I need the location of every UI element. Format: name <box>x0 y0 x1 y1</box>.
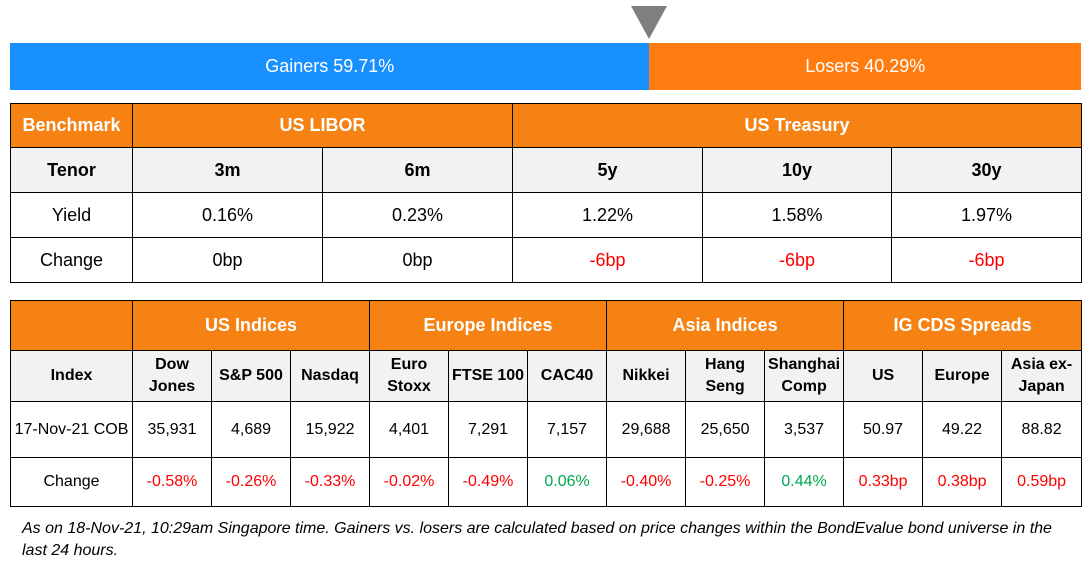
index-name-cell: Hang Seng <box>685 350 766 402</box>
gainers-segment: Gainers 59.71% <box>10 43 650 90</box>
index-change-cell: -0.26% <box>211 457 291 507</box>
index-change-cell: -0.25% <box>685 457 766 507</box>
index-name-line: S&P 500 <box>219 367 283 384</box>
yield-cell: 1.22% <box>512 192 704 238</box>
rate-change-cell: 0bp <box>132 237 323 283</box>
index-change-cell: 0.33bp <box>843 457 924 507</box>
index-name-line: CAC40 <box>540 367 594 384</box>
index-change-cell: 0.38bp <box>922 457 1003 507</box>
index-name-line: Euro <box>390 356 428 373</box>
index-name-line: Japan <box>1018 378 1065 395</box>
index-name-cell: Europe <box>922 350 1003 402</box>
index-name-line: Hang <box>705 356 746 373</box>
index-name-cell: Nikkei <box>606 350 687 402</box>
index-change-cell: -0.58% <box>132 457 212 507</box>
index-change-cell: 0.44% <box>764 457 845 507</box>
gainers-losers-marker-icon <box>631 6 667 39</box>
index-name-cell: Euro Stoxx <box>369 350 450 402</box>
index-name-line: Jones <box>148 378 196 395</box>
index-name-line: Asia ex- <box>1010 356 1073 373</box>
index-name-line: Europe <box>934 367 990 384</box>
tenor-cell: 3m <box>132 147 323 193</box>
index-name-line: US <box>871 367 895 384</box>
tenor-cell: 30y <box>891 147 1083 193</box>
index-value-cell: 4,689 <box>211 401 291 458</box>
rate-change-label: Change <box>10 237 133 283</box>
losers-segment: Losers 40.29% <box>649 43 1081 90</box>
yield-label: Yield <box>10 192 133 238</box>
rate-change-cell: 0bp <box>321 237 514 283</box>
tenor-cell: 5y <box>512 147 704 193</box>
yield-cell: 1.97% <box>891 192 1083 238</box>
index-name-line: Comp <box>781 378 827 395</box>
index-value-cell: 35,931 <box>132 401 212 458</box>
yield-cell: 1.58% <box>702 192 893 238</box>
us-libor-header: US LIBOR <box>131 103 514 148</box>
index-change-cell: -0.49% <box>448 457 529 507</box>
footnote: As on 18-Nov-21, 10:29am Singapore time.… <box>22 520 1052 559</box>
index-name-line: FTSE 100 <box>452 367 525 384</box>
index-value-cell: 50.97 <box>843 401 924 458</box>
index-value-cell: 7,157 <box>527 401 608 458</box>
index-name-cell: US <box>843 350 924 402</box>
index-name-cell: Nasdaq <box>289 350 371 402</box>
rate-change-cell: -6bp <box>702 237 893 283</box>
rate-change-cell: -6bp <box>512 237 704 283</box>
benchmark-header: Benchmark <box>10 103 133 148</box>
index-change-label: Change <box>10 457 133 507</box>
index-change-cell: 0.59bp <box>1001 457 1083 507</box>
yield-cell: 0.16% <box>132 192 323 238</box>
index-value-cell: 4,401 <box>369 401 450 458</box>
index-name-line: Shanghai <box>768 356 841 373</box>
yield-cell: 0.23% <box>321 192 514 238</box>
index-value-cell: 88.82 <box>1001 401 1083 458</box>
index-name-cell: S&P 500 <box>211 350 291 402</box>
index-value-cell: 49.22 <box>922 401 1003 458</box>
tenor-label: Tenor <box>10 147 133 193</box>
europe-indices-header: Europe Indices <box>369 300 608 351</box>
index-value-cell: 29,688 <box>606 401 687 458</box>
us-indices-header: US Indices <box>131 300 371 351</box>
index-change-cell: -0.40% <box>606 457 687 507</box>
us-treasury-header: US Treasury <box>512 103 1083 148</box>
index-name-line: Nikkei <box>622 367 670 384</box>
index-value-cell: 15,922 <box>289 401 371 458</box>
index-name-cell: CAC40 <box>527 350 608 402</box>
indices-table: US Indices Europe Indices Asia Indices I… <box>10 300 1083 507</box>
rate-change-cell: -6bp <box>891 237 1083 283</box>
index-change-cell: -0.02% <box>369 457 450 507</box>
ig-cds-spreads-header: IG CDS Spreads <box>843 300 1083 351</box>
index-name-cell: Asia ex- Japan <box>1001 350 1083 402</box>
gainers-losers-bar: Gainers 59.71% Losers 40.29% <box>10 43 1081 90</box>
index-value-cell: 7,291 <box>448 401 529 458</box>
index-name-cell: Shanghai Comp <box>764 350 845 402</box>
index-value-cell: 25,650 <box>685 401 766 458</box>
index-label: Index <box>10 350 133 402</box>
index-name-line: Nasdaq <box>301 367 359 384</box>
index-name-line: Seng <box>705 378 745 395</box>
index-name-cell: FTSE 100 <box>448 350 529 402</box>
tenor-cell: 10y <box>702 147 893 193</box>
blank-header <box>10 300 133 351</box>
asia-indices-header: Asia Indices <box>606 300 845 351</box>
index-change-cell: -0.33% <box>289 457 371 507</box>
index-value-cell: 3,537 <box>764 401 845 458</box>
index-name-line: Dow <box>155 356 189 373</box>
index-name-cell: Dow Jones <box>132 350 212 402</box>
index-change-cell: 0.06% <box>527 457 608 507</box>
date-label: 17-Nov-21 COB <box>10 401 133 458</box>
index-name-line: Stoxx <box>387 378 431 395</box>
tenor-cell: 6m <box>321 147 514 193</box>
rates-table: Benchmark US LIBOR US Treasury Tenor 3m … <box>10 103 1083 283</box>
